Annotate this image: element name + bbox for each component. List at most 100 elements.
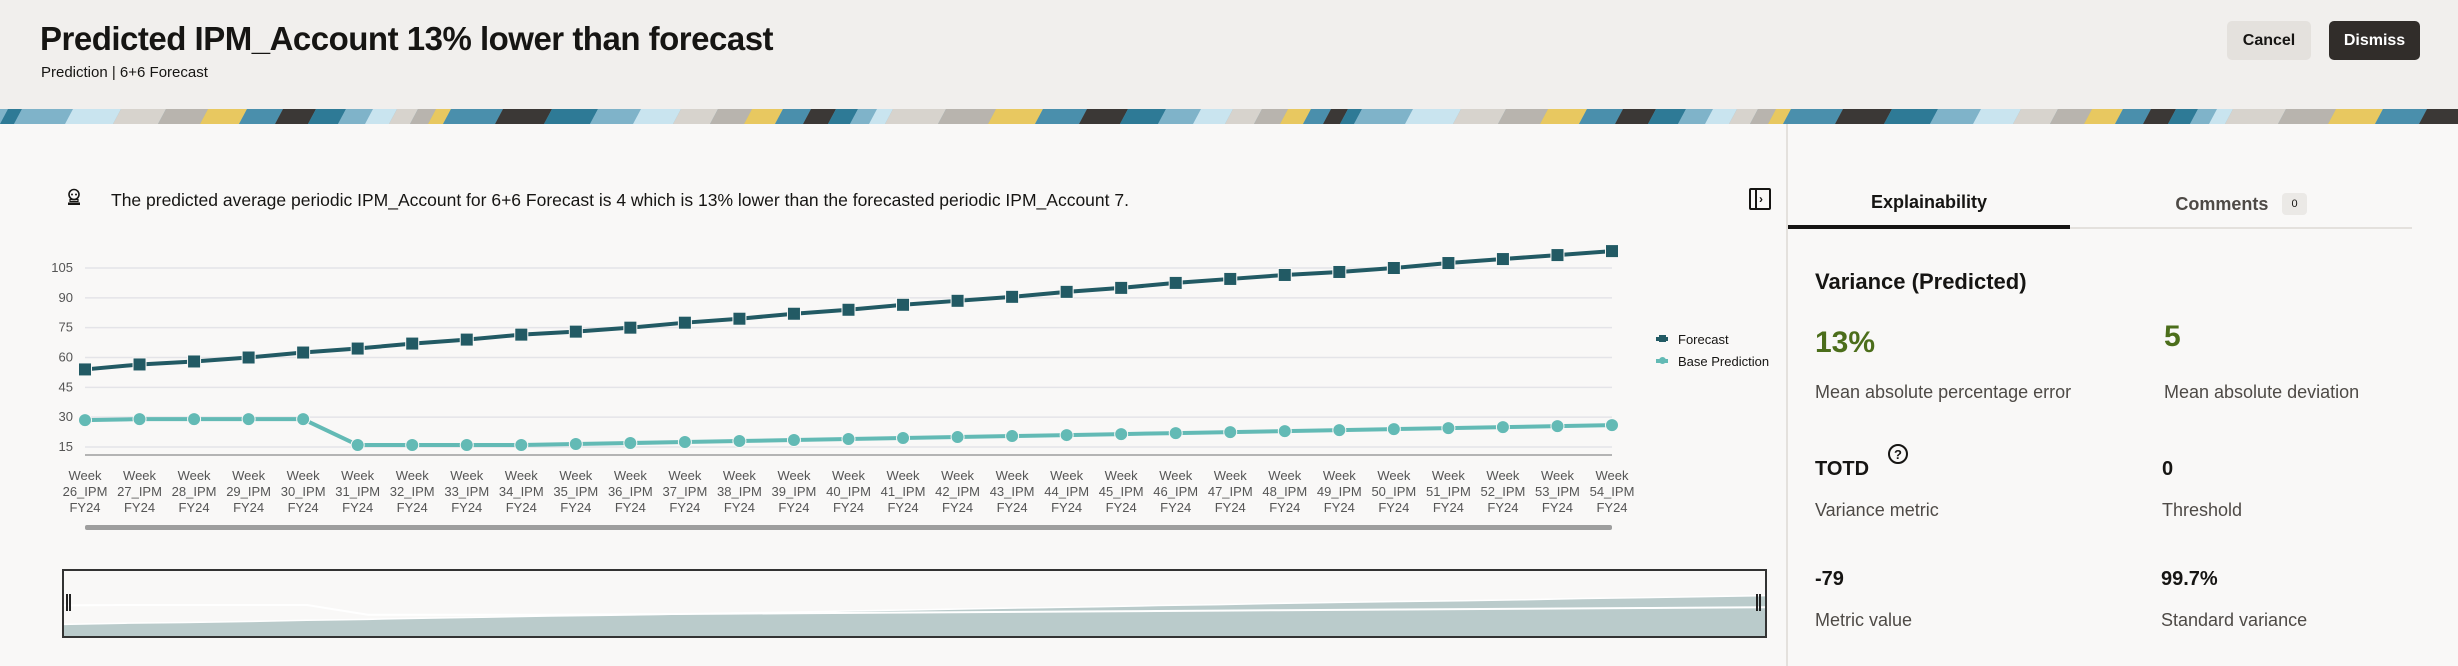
section-title: Variance (Predicted) — [1815, 269, 2027, 294]
explainability-panel: Explainability Comments 0 Variance (Pred… — [1786, 124, 2458, 666]
svg-text:Week: Week — [1486, 468, 1519, 483]
svg-text:31_IPM: 31_IPM — [335, 484, 380, 499]
tab-comments[interactable]: Comments 0 — [2070, 179, 2412, 229]
metric-value-label: Metric value — [1815, 610, 1913, 630]
svg-text:42_IPM: 42_IPM — [935, 484, 980, 499]
svg-text:50_IPM: 50_IPM — [1371, 484, 1416, 499]
svg-text:FY24: FY24 — [288, 500, 319, 515]
comments-count-badge: 0 — [2282, 193, 2307, 215]
metric-value-value: -79 — [1815, 568, 1844, 590]
chevron-right-icon: › — [1759, 192, 1763, 206]
legend-label: Base Prediction — [1678, 353, 1770, 369]
panel-icon — [1751, 190, 1757, 208]
line-chart[interactable]: 153045607590105Week26_IPMFY24Week27_IPMF… — [0, 240, 1786, 530]
svg-text:FY24: FY24 — [1596, 500, 1627, 515]
svg-text:34_IPM: 34_IPM — [499, 484, 544, 499]
tab-bar: Explainability Comments 0 — [1788, 179, 2412, 229]
svg-text:FY24: FY24 — [887, 500, 918, 515]
chart-legend: Forecast Base Prediction — [1656, 328, 1769, 372]
svg-text:FY24: FY24 — [724, 500, 755, 515]
threshold-value: 0 — [2162, 458, 2174, 480]
svg-text:FY24: FY24 — [1433, 500, 1464, 515]
svg-text:Week: Week — [668, 468, 701, 483]
variance-metric-value: TOTD — [1815, 458, 1870, 480]
range-handle-left[interactable] — [66, 594, 71, 611]
svg-text:Week: Week — [123, 468, 156, 483]
svg-text:FY24: FY24 — [1378, 500, 1409, 515]
svg-text:32_IPM: 32_IPM — [390, 484, 435, 499]
svg-text:49_IPM: 49_IPM — [1317, 484, 1362, 499]
svg-text:40_IPM: 40_IPM — [826, 484, 871, 499]
tab-label: Explainability — [1870, 191, 1988, 212]
svg-text:FY24: FY24 — [942, 500, 973, 515]
svg-text:Week: Week — [396, 468, 429, 483]
legend-label: Forecast — [1678, 331, 1729, 347]
legend-item-base-prediction[interactable]: Base Prediction — [1656, 350, 1769, 372]
svg-text:Week: Week — [1105, 468, 1138, 483]
svg-text:Week: Week — [287, 468, 320, 483]
svg-text:Week: Week — [887, 468, 920, 483]
svg-text:FY24: FY24 — [506, 500, 537, 515]
mad-value: 5 — [2164, 320, 2181, 353]
svg-text:Week: Week — [1050, 468, 1083, 483]
svg-text:105: 105 — [51, 260, 73, 275]
svg-text:Week: Week — [1432, 468, 1465, 483]
page-header: Predicted IPM_Account 13% lower than for… — [0, 0, 2458, 109]
svg-text:FY24: FY24 — [778, 500, 809, 515]
svg-text:44_IPM: 44_IPM — [1044, 484, 1089, 499]
svg-text:Week: Week — [1214, 468, 1247, 483]
svg-text:41_IPM: 41_IPM — [881, 484, 926, 499]
svg-text:45_IPM: 45_IPM — [1099, 484, 1144, 499]
svg-text:15: 15 — [59, 439, 73, 454]
svg-text:FY24: FY24 — [233, 500, 264, 515]
range-handle-right[interactable] — [1756, 594, 1761, 611]
svg-text:FY24: FY24 — [669, 500, 700, 515]
svg-text:FY24: FY24 — [397, 500, 428, 515]
svg-text:28_IPM: 28_IPM — [172, 484, 217, 499]
svg-text:Week: Week — [450, 468, 483, 483]
svg-text:Week: Week — [996, 468, 1029, 483]
page-title: Predicted IPM_Account 13% lower than for… — [40, 20, 774, 57]
page-subtitle: Prediction | 6+6 Forecast — [41, 64, 208, 81]
svg-text:75: 75 — [59, 320, 73, 335]
chart-overview-navigator[interactable] — [62, 569, 1767, 638]
svg-text:53_IPM: 53_IPM — [1535, 484, 1580, 499]
svg-text:Week: Week — [505, 468, 538, 483]
advisor-icon — [65, 188, 83, 206]
svg-text:27_IPM: 27_IPM — [117, 484, 162, 499]
mape-label: Mean absolute percentage error — [1815, 382, 2072, 402]
svg-text:Week: Week — [832, 468, 865, 483]
svg-text:30_IPM: 30_IPM — [281, 484, 326, 499]
collapse-panel-button[interactable]: › — [1749, 188, 1771, 210]
legend-item-forecast[interactable]: Forecast — [1656, 328, 1769, 350]
svg-text:43_IPM: 43_IPM — [990, 484, 1035, 499]
svg-text:Week: Week — [1377, 468, 1410, 483]
svg-text:33_IPM: 33_IPM — [444, 484, 489, 499]
svg-text:FY24: FY24 — [615, 500, 646, 515]
svg-text:FY24: FY24 — [69, 500, 100, 515]
svg-text:Week: Week — [1159, 468, 1192, 483]
svg-text:Week: Week — [777, 468, 810, 483]
svg-text:FY24: FY24 — [124, 500, 155, 515]
svg-text:FY24: FY24 — [179, 500, 210, 515]
svg-text:Week: Week — [69, 468, 102, 483]
svg-text:Week: Week — [723, 468, 756, 483]
chart-horizontal-scrollbar[interactable] — [85, 525, 1612, 530]
tab-explainability[interactable]: Explainability — [1788, 179, 2070, 229]
standard-variance-value: 99.7% — [2161, 568, 2218, 590]
dismiss-button[interactable]: Dismiss — [2329, 21, 2420, 60]
svg-text:Week: Week — [1268, 468, 1301, 483]
cancel-button[interactable]: Cancel — [2227, 21, 2311, 60]
svg-text:Week: Week — [341, 468, 374, 483]
square-marker-icon — [1656, 333, 1668, 345]
svg-text:FY24: FY24 — [833, 500, 864, 515]
svg-text:48_IPM: 48_IPM — [1262, 484, 1307, 499]
tab-label: Comments — [2175, 193, 2269, 214]
help-icon[interactable]: ? — [1888, 444, 1908, 464]
svg-text:52_IPM: 52_IPM — [1481, 484, 1526, 499]
mad-label: Mean absolute deviation — [2164, 382, 2360, 402]
svg-text:FY24: FY24 — [1215, 500, 1246, 515]
svg-text:Week: Week — [232, 468, 265, 483]
svg-text:35_IPM: 35_IPM — [553, 484, 598, 499]
svg-text:FY24: FY24 — [342, 500, 373, 515]
